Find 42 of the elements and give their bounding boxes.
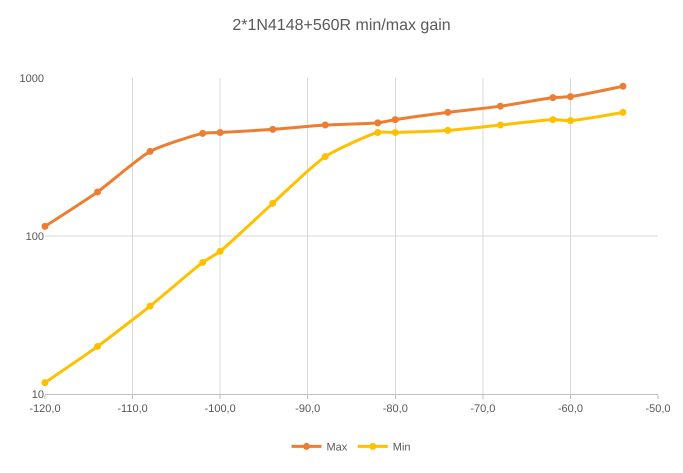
point <box>374 128 382 136</box>
x-tick-label: -110,0 <box>117 403 148 416</box>
point <box>199 258 206 266</box>
y-tick-label: 1000 <box>20 72 44 85</box>
point <box>549 116 556 124</box>
x-tick-label: -60,0 <box>558 403 583 416</box>
point <box>444 108 452 116</box>
point <box>94 342 102 350</box>
x-tick-label: -80,0 <box>382 403 408 416</box>
point <box>146 302 154 310</box>
point <box>42 222 48 230</box>
x-tick-label: -70,0 <box>470 403 496 416</box>
point <box>619 82 626 90</box>
point <box>199 130 206 137</box>
point <box>322 122 329 129</box>
x-tick-label: -120,0 <box>29 403 61 416</box>
point <box>392 116 399 124</box>
point <box>619 108 626 116</box>
legend-label: Max <box>326 442 348 454</box>
point <box>42 379 48 386</box>
x-tick-label: -50,0 <box>645 403 671 416</box>
x-tick-label: -100,0 <box>204 403 236 416</box>
point <box>496 102 504 110</box>
point <box>94 188 102 196</box>
y-tick-label: 100 <box>26 230 44 243</box>
y-tick-label: 10 <box>32 388 44 401</box>
point <box>496 122 504 129</box>
point <box>269 200 276 207</box>
legend-label: Min <box>392 442 411 454</box>
point <box>269 126 276 133</box>
chart-title: 2*1N4148+560R min/max gain <box>232 17 451 34</box>
point <box>444 126 452 134</box>
point <box>216 128 224 136</box>
point <box>216 248 224 255</box>
point <box>322 153 329 160</box>
point <box>549 94 556 102</box>
point <box>566 93 574 100</box>
point <box>392 128 399 136</box>
x-tick-label: -90,0 <box>295 403 320 416</box>
point <box>374 119 382 126</box>
point <box>146 148 154 155</box>
point <box>566 117 574 124</box>
